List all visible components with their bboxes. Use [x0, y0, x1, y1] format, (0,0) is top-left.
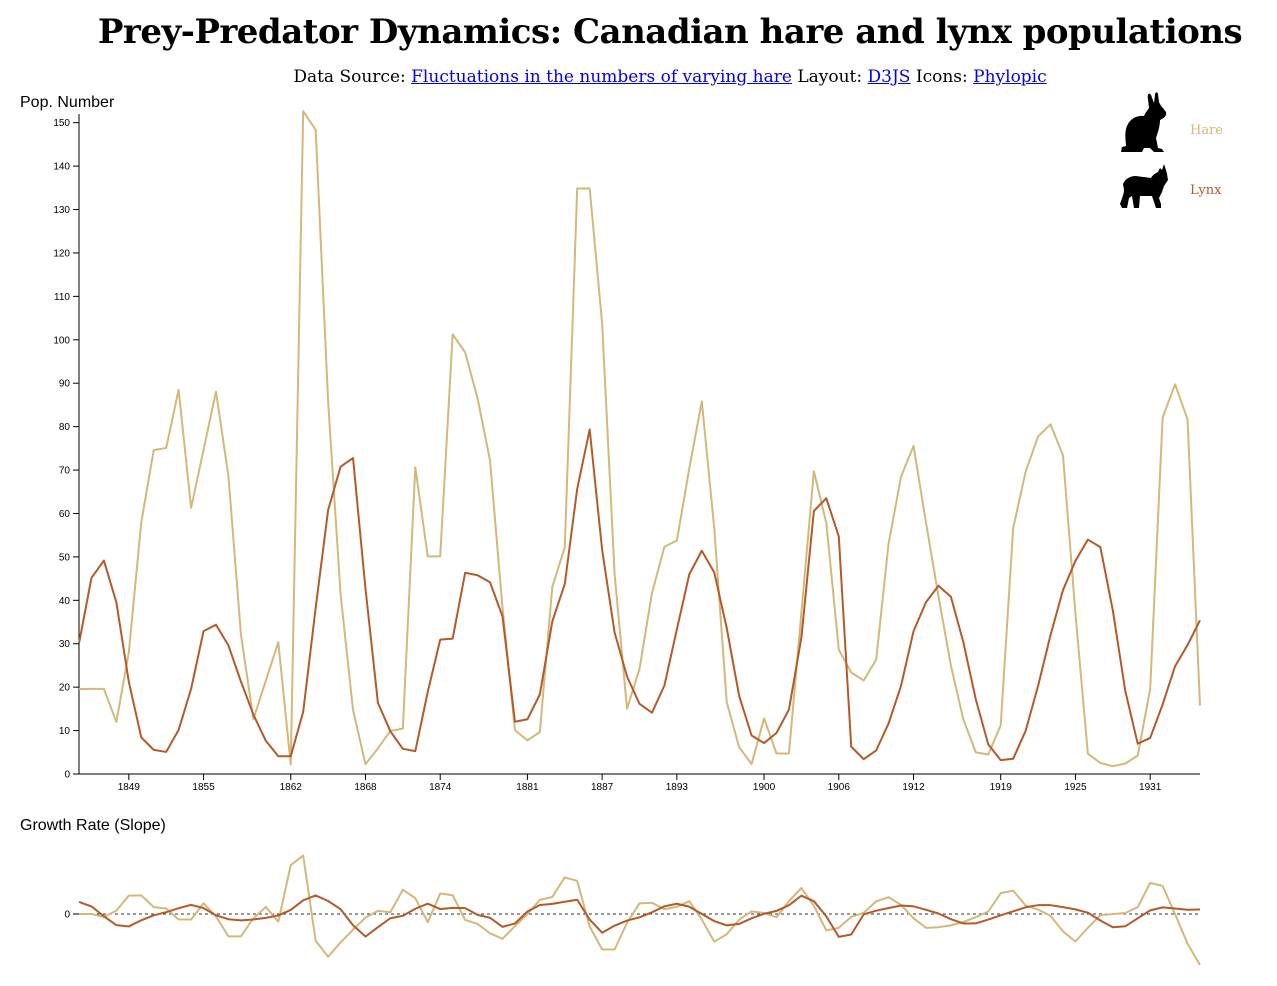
- legend-lynx-label: Lynx: [1190, 183, 1222, 198]
- hare-population-line: [78, 110, 1201, 768]
- x-tick-label: 1862: [280, 782, 303, 793]
- x-tick-label: 1893: [666, 782, 689, 793]
- y-tick-label: 20: [59, 683, 71, 694]
- x-tick-label: 1881: [516, 782, 539, 793]
- lynx-growth-rate-line: [78, 894, 1201, 938]
- y-tick-label: 30: [59, 639, 71, 650]
- d3js-link[interactable]: D3JS: [867, 67, 911, 87]
- hare-silhouette-icon: [1121, 92, 1167, 152]
- y-tick-label: 120: [53, 248, 70, 259]
- y-tick-label: 140: [53, 162, 70, 173]
- x-tick-label: 1925: [1064, 782, 1087, 793]
- x-tick-label: 1849: [118, 782, 141, 793]
- phylopic-link[interactable]: Phylopic: [973, 67, 1047, 87]
- y-tick-label: 70: [59, 466, 71, 477]
- hare-growth-rate-line: [78, 854, 1201, 966]
- x-tick-label: 1868: [354, 782, 377, 793]
- lynx-population-line: [78, 428, 1201, 762]
- x-tick-label: 1912: [902, 782, 925, 793]
- data-source-link[interactable]: Fluctuations in the numbers of varying h…: [411, 67, 792, 87]
- x-tick-label: 1855: [192, 782, 215, 793]
- growth-rate-y-axis-title: Growth Rate (Slope): [20, 817, 166, 834]
- legend-hare-label: Hare: [1190, 123, 1223, 138]
- legend: Hare Lynx: [1120, 92, 1223, 208]
- growth-rate-lines: [78, 854, 1201, 966]
- x-tick-label: 1887: [591, 782, 614, 793]
- source-prefix: Data Source:: [293, 67, 406, 87]
- y-tick-label: 110: [54, 292, 70, 303]
- x-tick-label: 1931: [1139, 782, 1162, 793]
- subtitle: Data Source: Fluctuations in the numbers…: [0, 67, 1277, 87]
- page-title: Prey-Predator Dynamics: Canadian hare an…: [97, 12, 1243, 52]
- growth-rate-axes: 0: [64, 910, 1200, 921]
- y-tick-label: 0: [64, 770, 70, 781]
- population-y-axis-title: Pop. Number: [20, 94, 115, 111]
- x-tick-label: 1906: [828, 782, 851, 793]
- y-tick-label: 80: [59, 422, 71, 433]
- population-lines: [78, 110, 1201, 768]
- y-tick-label: 90: [59, 379, 71, 390]
- rate-y-tick-label: 0: [64, 910, 70, 921]
- x-tick-label: 1900: [753, 782, 776, 793]
- y-tick-label: 150: [53, 118, 70, 129]
- layout-prefix: Layout:: [797, 67, 863, 87]
- icons-prefix: Icons:: [915, 67, 968, 87]
- y-tick-label: 60: [59, 509, 71, 520]
- y-tick-label: 40: [59, 596, 71, 607]
- y-tick-label: 50: [59, 552, 71, 563]
- y-tick-label: 10: [59, 726, 71, 737]
- y-tick-label: 100: [53, 335, 70, 346]
- y-tick-label: 130: [53, 205, 70, 216]
- population-axes: 0 10 20 30 40 50 60 70 80 90 100 110 120 130 140 150 184…: [53, 114, 1200, 793]
- x-tick-label: 1874: [429, 782, 452, 793]
- x-tick-label: 1919: [990, 782, 1013, 793]
- lynx-silhouette-icon: [1120, 164, 1168, 208]
